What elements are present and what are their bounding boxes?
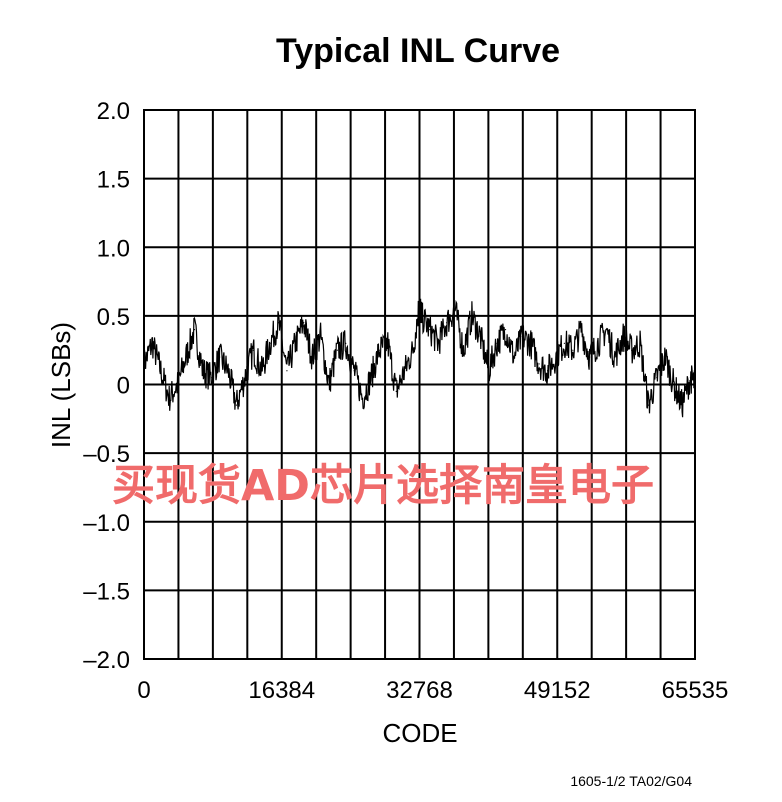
inl-data-point	[395, 390, 397, 392]
inl-data-point	[546, 370, 549, 372]
inl-data-point	[219, 356, 221, 358]
inl-data-point	[471, 315, 473, 317]
inl-data-point	[462, 349, 465, 351]
inl-data-point	[252, 349, 254, 351]
inl-data-point	[614, 356, 616, 358]
x-tick-label: 65535	[662, 677, 729, 704]
inl-data-point	[664, 356, 666, 358]
y-tick-label: 0	[117, 373, 130, 400]
inl-data-point	[538, 363, 540, 365]
inl-data-point	[294, 342, 296, 344]
y-tick-label: 1.0	[97, 235, 130, 262]
x-tick-labels: 0 16384 32768 49152 65535	[137, 677, 728, 704]
inl-data-point	[673, 383, 675, 386]
inl-data-point	[328, 383, 330, 386]
inl-data-point	[572, 349, 574, 351]
inl-data-point	[269, 342, 271, 344]
inl-data-point	[353, 370, 355, 372]
inl-data-point	[530, 342, 532, 344]
inl-data-point	[151, 342, 154, 344]
inl-data-point	[656, 377, 658, 379]
inl-data-point	[362, 397, 364, 399]
inl-data-point	[631, 349, 633, 351]
inl-data-point	[303, 322, 305, 324]
inl-data-point	[185, 356, 187, 358]
x-tick-label: 32768	[386, 677, 453, 704]
inl-data-point	[168, 397, 170, 399]
plot-frame	[143, 109, 696, 660]
y-tick-label: –1.0	[83, 510, 130, 537]
inl-data-point	[311, 356, 313, 358]
y-tick-label: –0.5	[83, 441, 130, 468]
inl-data-point	[647, 404, 650, 406]
inl-data-point	[504, 329, 507, 331]
y-tick-label: 2.0	[97, 98, 130, 125]
inl-data-point	[387, 342, 389, 344]
inl-data-point	[227, 370, 229, 372]
inl-data-point	[496, 342, 498, 344]
inl-data-point	[563, 342, 565, 344]
y-tick-label: –2.0	[83, 647, 130, 674]
x-tick-label: 49152	[524, 677, 591, 704]
y-axis-label: INL (LSBs)	[46, 322, 76, 448]
inl-data-point	[521, 335, 523, 338]
series-layer	[143, 298, 696, 418]
inl-data-point	[319, 335, 322, 338]
inl-data-point	[454, 308, 456, 310]
inl-data-point	[589, 356, 591, 358]
x-tick-label: 0	[137, 677, 150, 704]
y-tick-label: 1.5	[97, 167, 130, 194]
figure-code: 1605-1/2 TA02/G04	[570, 773, 692, 789]
x-tick-label: 16384	[248, 677, 315, 704]
y-tick-label: 0.5	[97, 304, 130, 331]
inl-data-point	[345, 342, 347, 344]
inl-data-point	[437, 342, 439, 344]
inl-data-point	[555, 356, 557, 358]
inl-data-point	[639, 342, 641, 344]
inl-data-point	[488, 370, 490, 372]
inl-data-point	[177, 383, 179, 386]
inl-data-point	[404, 370, 406, 372]
inl-data-point	[479, 335, 481, 338]
y-tick-label: –1.5	[83, 578, 130, 605]
inl-data-point	[681, 404, 683, 406]
inl-data-point	[193, 329, 196, 331]
inl-data-point	[513, 356, 515, 358]
inl-data-point	[160, 370, 162, 372]
inl-data-point	[210, 377, 212, 379]
inl-data-point	[605, 329, 608, 331]
inl-data-point	[418, 301, 421, 303]
inl-data-point	[244, 377, 246, 379]
inl-data-point	[597, 342, 599, 344]
inl-data-point	[622, 335, 624, 338]
inl-data-point	[235, 404, 238, 406]
inl-data-point	[277, 322, 280, 324]
inl-data-point	[286, 370, 288, 372]
inl-data-point	[580, 329, 582, 331]
inl-data-point	[429, 329, 431, 331]
watermark-text: 买现货AD芯片选择南皇电子	[112, 461, 654, 511]
grid-lines	[144, 110, 695, 659]
y-tick-labels: 2.0 1.5 1.0 0.5 0 –0.5 –1.0 –1.5 –2.0	[83, 98, 130, 674]
inl-data-point	[202, 370, 204, 372]
inl-data-point	[446, 322, 448, 324]
inl-series-line	[143, 298, 696, 418]
inl-data-point	[412, 349, 414, 351]
x-axis-label: CODE	[382, 718, 457, 748]
inl-data-point	[689, 377, 692, 379]
inl-data-point	[420, 315, 423, 317]
inl-data-point	[378, 349, 381, 351]
inl-data-point	[261, 370, 263, 372]
inl-data-point	[336, 349, 338, 351]
chart-title: Typical INL Curve	[276, 32, 560, 70]
inl-data-point	[370, 377, 372, 379]
